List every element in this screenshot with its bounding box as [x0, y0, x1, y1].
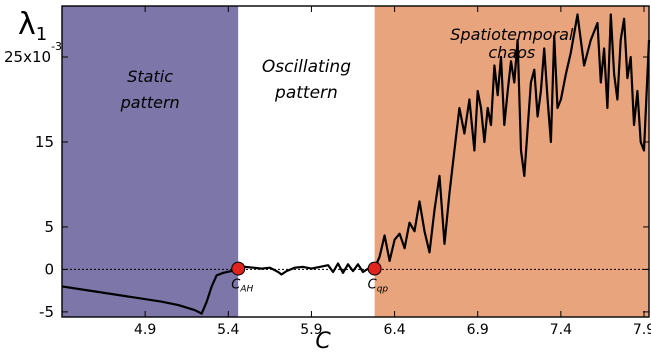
y-tick-label-2: 5 — [44, 218, 54, 236]
y-tick-label-0: -5 — [39, 303, 54, 321]
region-label-0-0: Static — [127, 67, 173, 86]
y-tick-label-1: 0 — [44, 260, 54, 278]
x-axis-label: C — [315, 329, 331, 354]
transition-markers: CAH Cqp — [231, 261, 389, 295]
y-tick-label-3: 15 — [35, 133, 54, 151]
x-tick-label-3: 6.4 — [383, 322, 405, 338]
marker-1 — [367, 261, 382, 276]
marker-label-0: CAH — [231, 278, 253, 295]
region-0 — [62, 6, 239, 317]
plot-frame — [61, 5, 650, 318]
x-tick-label-1: 5.4 — [217, 322, 239, 338]
region-label-1-1: pattern — [274, 83, 338, 103]
y-scale-note-main: 25x10 — [4, 48, 51, 66]
region-label-1-0: Oscillating — [262, 57, 351, 77]
y-axis-ticks: -5051525 — [35, 56, 649, 321]
region-labels: Static pattern Oscillating pattern Spatiotem… — [120, 25, 574, 112]
lambda-series-line — [61, 13, 651, 315]
y-axis-label-sub: 1 — [36, 24, 47, 45]
region-label-2-0: Spatiotemporal — [450, 25, 574, 44]
y-axis-label: λ1 — [18, 7, 47, 45]
x-tick-label-2: 5.9 — [300, 322, 322, 338]
x-tick-label-0: 4.9 — [134, 322, 156, 338]
marker-0 — [231, 261, 246, 276]
x-axis-ticks: 4.9 5.4 5.9 6.4 6.9 7.4 7.9 — [134, 6, 651, 338]
region-label-0-1: pattern — [120, 93, 180, 112]
region-label-2-1: chaos — [488, 43, 535, 62]
chart-regions — [62, 6, 649, 317]
x-tick-label-6: 7.9 — [633, 322, 651, 338]
marker-label-1: Cqp — [368, 278, 389, 295]
x-tick-label-5: 7.4 — [550, 322, 572, 338]
y-scale-note-exponent: -3 — [51, 40, 62, 53]
region-1 — [238, 6, 375, 317]
y-axis-label-main: λ — [18, 7, 36, 42]
x-tick-label-4: 6.9 — [467, 322, 489, 338]
y-scale-note: 25x10-3 — [4, 40, 62, 66]
